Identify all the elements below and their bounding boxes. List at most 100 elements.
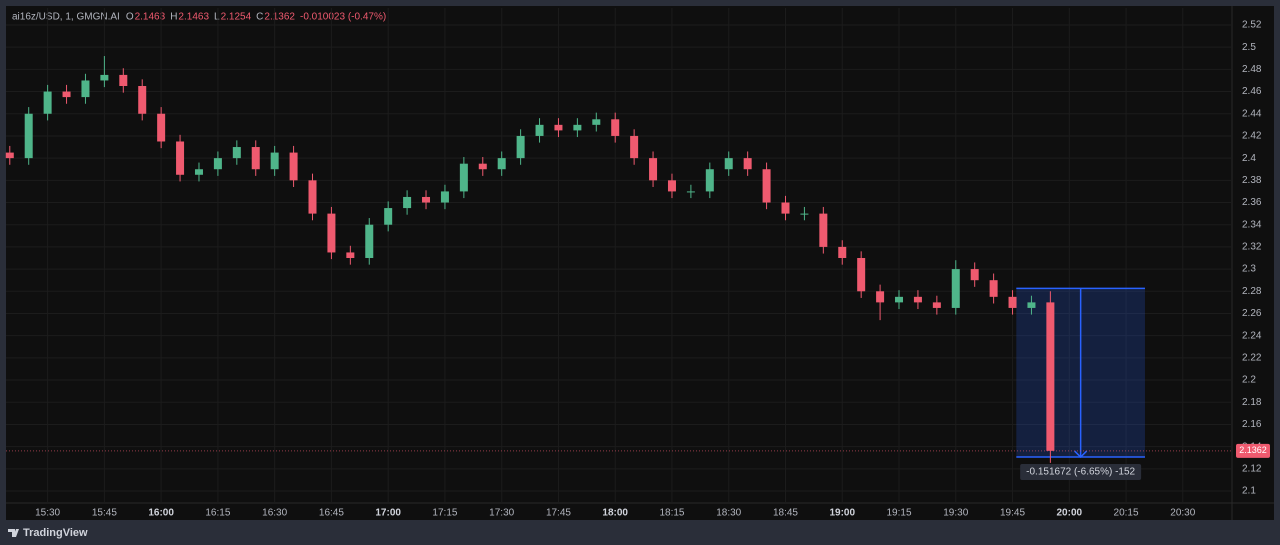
x-tick-label: 18:15 bbox=[659, 508, 684, 519]
y-tick-label: 2.34 bbox=[1242, 219, 1262, 230]
candle-body bbox=[440, 191, 449, 203]
candle-body bbox=[81, 80, 90, 98]
y-tick-label: 2.3 bbox=[1242, 264, 1256, 275]
x-tick-label: 15:45 bbox=[92, 508, 117, 519]
x-tick-label: 18:00 bbox=[602, 508, 628, 519]
measure-label-bg bbox=[1020, 464, 1142, 481]
x-tick-label: 16:00 bbox=[148, 508, 174, 519]
candle-body bbox=[346, 252, 355, 258]
x-tick-label: 16:15 bbox=[205, 508, 230, 519]
y-tick-label: 2.4 bbox=[1242, 153, 1256, 164]
ohlc-key: O bbox=[126, 12, 134, 23]
candle-body bbox=[403, 196, 412, 209]
candle-body bbox=[876, 291, 885, 303]
candle-body bbox=[913, 296, 922, 303]
candle-body bbox=[781, 202, 790, 214]
candle-body bbox=[800, 213, 809, 215]
ohlc-value: 2.1463 bbox=[135, 12, 166, 23]
ohlc-value: 2.1362 bbox=[264, 12, 295, 23]
y-tick-label: 2.46 bbox=[1242, 86, 1262, 97]
y-tick-label: 2.1 bbox=[1242, 486, 1256, 497]
ohlc-key: L bbox=[214, 12, 220, 23]
candle-body bbox=[24, 113, 33, 159]
candle-body bbox=[270, 152, 279, 170]
candle-body bbox=[573, 124, 582, 131]
candle-body bbox=[62, 91, 71, 98]
candle-body bbox=[1027, 302, 1036, 308]
candle-body bbox=[100, 74, 109, 81]
change: -0.010023 (-0.47%) bbox=[300, 12, 386, 23]
x-tick-label: 15:30 bbox=[35, 508, 60, 519]
candle-body bbox=[554, 124, 563, 131]
y-tick-label: 2.2 bbox=[1242, 375, 1256, 386]
x-tick-label: 17:30 bbox=[489, 508, 514, 519]
candle-body bbox=[1046, 302, 1055, 451]
ohlc-key: H bbox=[170, 12, 177, 23]
candle-body bbox=[176, 141, 185, 175]
candle-body bbox=[724, 158, 733, 170]
candle-body bbox=[932, 302, 941, 308]
candle-body bbox=[289, 152, 298, 181]
x-tick-label: 19:00 bbox=[829, 508, 855, 519]
measure-label-group: -0.151672 (-6.65%) -152 bbox=[1020, 464, 1142, 481]
candle-body bbox=[611, 119, 620, 136]
candle-body bbox=[535, 124, 544, 136]
candle-body bbox=[251, 147, 260, 170]
x-tick-label: 19:15 bbox=[886, 508, 911, 519]
candle-body bbox=[649, 158, 658, 181]
candle-body bbox=[762, 169, 771, 203]
candle-body bbox=[497, 158, 506, 170]
candle-body bbox=[194, 169, 203, 175]
y-tick-label: 2.44 bbox=[1242, 108, 1262, 119]
candle-body bbox=[119, 74, 128, 87]
candle-body bbox=[819, 213, 828, 247]
y-tick-label: 2.42 bbox=[1242, 131, 1262, 142]
y-tick-label: 2.22 bbox=[1242, 353, 1262, 364]
x-tick-label: 18:45 bbox=[773, 508, 798, 519]
last-price-label: 2.1362 bbox=[1239, 445, 1267, 455]
x-tick-label: 16:30 bbox=[262, 508, 287, 519]
candle-body bbox=[459, 163, 468, 192]
last-price-tag bbox=[1236, 443, 1270, 458]
y-tick-label: 2.18 bbox=[1242, 397, 1262, 408]
y-tick-label: 2.12 bbox=[1242, 463, 1262, 474]
ohlc-value: 2.1463 bbox=[178, 12, 209, 23]
candle-body bbox=[705, 169, 714, 192]
y-tick-label: 2.48 bbox=[1242, 64, 1262, 75]
x-tick-label: 19:30 bbox=[943, 508, 968, 519]
y-tick-label: 2.26 bbox=[1242, 308, 1262, 319]
measure-label: -0.151672 (-6.65%) -152 bbox=[1026, 467, 1135, 478]
candle-body bbox=[384, 208, 393, 225]
candle-body bbox=[43, 91, 52, 114]
brand: TradingView bbox=[23, 527, 88, 539]
candle-body bbox=[989, 280, 998, 297]
candle-body bbox=[857, 257, 866, 292]
symbol: ai16z/USD, 1, GMGN.AI bbox=[12, 12, 120, 23]
candle-body bbox=[422, 196, 431, 203]
candle-body bbox=[951, 269, 960, 308]
candle-body bbox=[592, 119, 601, 125]
candle-body bbox=[970, 269, 979, 281]
candle-body bbox=[213, 158, 222, 170]
y-tick-label: 2.5 bbox=[1242, 42, 1256, 53]
x-tick-label: 20:15 bbox=[1114, 508, 1139, 519]
candle-body bbox=[743, 158, 752, 170]
y-tick-label: 2.24 bbox=[1242, 330, 1262, 341]
candle-body bbox=[138, 86, 147, 114]
candle-body bbox=[1008, 296, 1017, 308]
y-tick-label: 2.28 bbox=[1242, 286, 1262, 297]
candle-body bbox=[478, 163, 487, 170]
y-tick-label: 2.16 bbox=[1242, 419, 1262, 430]
y-tick-label: 2.32 bbox=[1242, 242, 1262, 253]
candle-body bbox=[365, 224, 374, 258]
x-tick-label: 16:45 bbox=[319, 508, 344, 519]
tv-logo bbox=[8, 529, 19, 537]
candle-body bbox=[667, 180, 676, 192]
x-tick-label: 17:45 bbox=[546, 508, 571, 519]
x-tick-label: 20:00 bbox=[1057, 508, 1083, 519]
x-tick-label: 20:30 bbox=[1170, 508, 1195, 519]
candle-body bbox=[232, 147, 241, 159]
candle-body bbox=[838, 246, 847, 258]
x-tick-label: 18:30 bbox=[716, 508, 741, 519]
